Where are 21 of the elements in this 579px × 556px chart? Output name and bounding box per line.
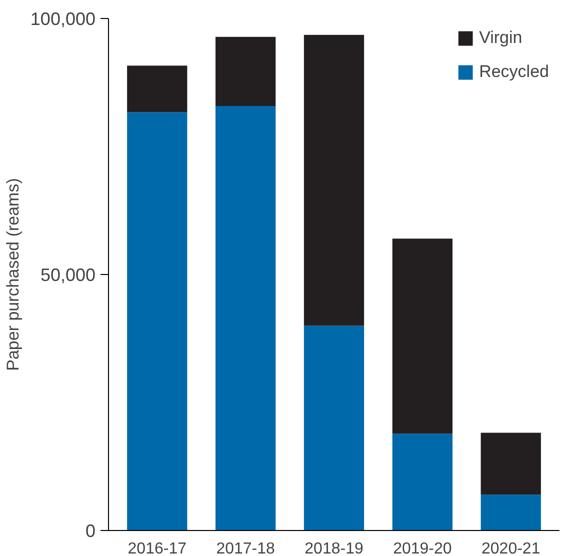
y-tick-label: 50,000 <box>40 265 96 285</box>
bar <box>127 66 188 112</box>
bar <box>392 434 452 530</box>
x-tick-label: 2019-20 <box>393 540 452 556</box>
y-tick-label: 0 <box>85 521 96 541</box>
y-axis-title: Paper purchased (reams) <box>3 178 22 371</box>
bar <box>480 494 541 530</box>
x-tick-label: 2018-19 <box>304 540 364 556</box>
bar <box>216 36 276 106</box>
bar <box>216 106 276 530</box>
x-tick-label: 2017-18 <box>216 540 276 556</box>
bar <box>127 112 188 530</box>
x-tick-label: 2016-17 <box>128 540 187 556</box>
legend-label: Virgin <box>479 28 522 48</box>
bar <box>392 238 452 434</box>
x-tick-label: 2020-21 <box>482 540 540 556</box>
legend-label: Recycled <box>479 62 549 82</box>
y-tick-label: 100,000 <box>30 9 96 29</box>
bar <box>480 432 541 495</box>
bar <box>304 326 364 530</box>
bar <box>304 34 364 326</box>
